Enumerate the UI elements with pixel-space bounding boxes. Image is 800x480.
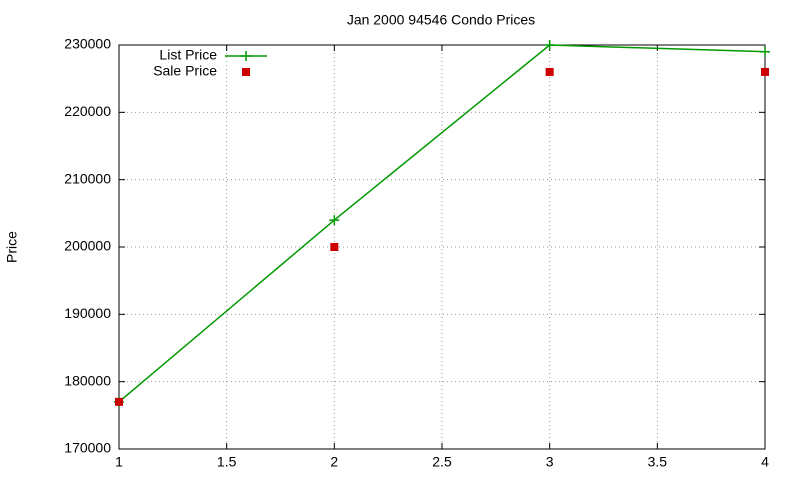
y-tick-label: 230000 — [64, 36, 111, 52]
y-tick-label: 190000 — [64, 305, 111, 321]
data-line — [118, 44, 766, 403]
y-tick-label: 200000 — [64, 238, 111, 254]
data-point — [115, 397, 123, 406]
legend-label: Sale Price — [153, 63, 217, 79]
data-point — [545, 67, 554, 76]
y-tick-label: 180000 — [64, 372, 111, 388]
data-point — [760, 46, 770, 57]
x-tick-label: 2 — [330, 454, 338, 470]
data-point — [544, 40, 555, 50]
y-tick-label: 220000 — [64, 103, 111, 119]
data-point — [330, 243, 339, 251]
x-tick-label: 3 — [546, 454, 554, 470]
x-tick-label: 3.5 — [648, 454, 668, 470]
y-axis-label: Price — [4, 231, 20, 263]
legend-marker — [241, 51, 251, 61]
legend-marker — [242, 68, 250, 76]
x-tick-label: 1.5 — [217, 454, 237, 470]
x-tick-label: 1 — [115, 454, 123, 470]
y-tick-label: 170000 — [64, 440, 111, 456]
data-point — [761, 67, 769, 76]
data-point — [329, 215, 340, 226]
plot-frame — [118, 44, 766, 450]
x-tick-label: 4 — [761, 454, 769, 470]
chart-title: Jan 2000 94546 Condo Prices — [347, 12, 535, 28]
x-tick-label: 2.5 — [432, 454, 452, 470]
y-tick-label: 210000 — [64, 170, 111, 186]
legend-label: List Price — [159, 47, 217, 63]
